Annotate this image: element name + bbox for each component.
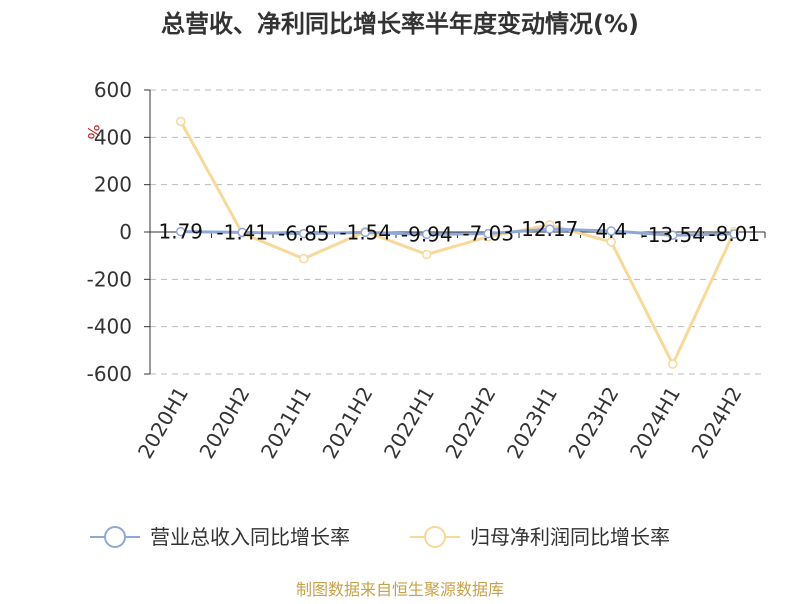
- x-tick-label-7: 2023H2: [563, 383, 623, 463]
- series-1-point-6[interactable]: [545, 224, 555, 234]
- y-tick-label-1: 400: [94, 125, 132, 149]
- chart-title: 总营收、净利同比增长率半年度变动情况(%): [161, 10, 639, 38]
- data-label-4: -9.94: [401, 222, 453, 246]
- legend-series-2-marker: [424, 526, 446, 548]
- legend-series-1-label[interactable]: 营业总收入同比增长率: [150, 525, 350, 549]
- data-label-7: 4.4: [595, 219, 627, 243]
- y-tick-label-6: -600: [87, 362, 132, 386]
- y-axis-unit-label: %: [84, 124, 103, 139]
- x-tick-label-5: 2022H2: [440, 383, 500, 463]
- data-label-8: -13.54: [641, 223, 705, 247]
- x-tick-label-3: 2021H2: [317, 383, 377, 463]
- series-2-point-2[interactable]: [299, 253, 309, 264]
- data-label-6: 12.17: [521, 217, 578, 241]
- series-1-point-7[interactable]: [606, 226, 616, 236]
- series-1-point-9[interactable]: [729, 229, 739, 239]
- data-labels: 1.79 -1.41 -6.85 -1.54 -9.94 -7.03 12.17 4.4 -13…: [158, 217, 760, 247]
- series-1-point-4[interactable]: [422, 229, 432, 240]
- series-1-point-8[interactable]: [668, 230, 678, 240]
- series-2-point-8[interactable]: [668, 359, 678, 369]
- x-tick-label-0: 2020H1: [133, 383, 193, 463]
- x-tick-label-6: 2023H1: [502, 383, 562, 463]
- series-2-point-7[interactable]: [606, 237, 616, 247]
- data-label-2: -6.85: [278, 222, 330, 246]
- series-1-point-3[interactable]: [360, 227, 370, 238]
- series-group: [176, 116, 739, 369]
- x-tick-label-8: 2024H1: [625, 383, 685, 463]
- series-1-point-5[interactable]: [483, 228, 493, 239]
- gridlines: [150, 89, 765, 375]
- series-1-point-1[interactable]: [237, 227, 247, 238]
- data-label-9: -8.01: [708, 222, 760, 246]
- legend: 营业总收入同比增长率 归母净利润同比增长率: [90, 525, 670, 549]
- series-2-line: [179, 120, 736, 366]
- data-label-0: 1.79: [158, 220, 203, 244]
- x-tick-label-1: 2020H2: [194, 383, 254, 463]
- data-label-5: -7.03: [462, 222, 514, 246]
- series-1-point-0[interactable]: [176, 226, 186, 237]
- legend-series-1-marker: [104, 526, 126, 548]
- y-tick-label-0: 600: [94, 78, 132, 102]
- series-1-point-2[interactable]: [299, 228, 309, 239]
- data-label-1: -1.41: [216, 220, 268, 244]
- x-tick-label-2: 2021H1: [256, 383, 316, 463]
- y-tick-label-3: 0: [119, 220, 132, 244]
- series-2-point-0[interactable]: [176, 116, 186, 127]
- series-2-point-4[interactable]: [422, 249, 432, 260]
- source-note: 制图数据来自恒生聚源数据库: [296, 580, 504, 599]
- y-tick-label-4: -200: [87, 267, 132, 291]
- data-label-3: -1.54: [339, 220, 391, 244]
- series-1-line: [180, 227, 735, 237]
- x-tick-label-4: 2022H1: [379, 383, 439, 463]
- y-tick-label-2: 200: [94, 173, 132, 197]
- legend-series-2-label[interactable]: 归母净利润同比增长率: [470, 525, 670, 549]
- y-tick-label-5: -400: [87, 315, 132, 339]
- x-tick-label-9: 2024H2: [686, 383, 746, 463]
